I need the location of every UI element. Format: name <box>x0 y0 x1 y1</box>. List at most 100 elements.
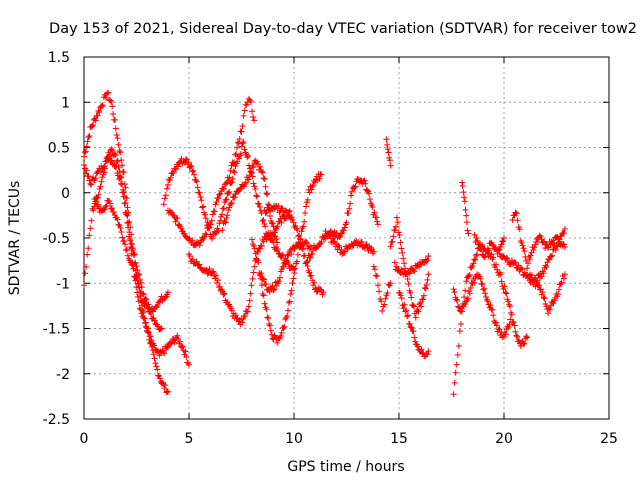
data-point <box>526 256 533 263</box>
data-point <box>463 298 470 305</box>
data-point <box>217 190 224 197</box>
data-point <box>249 108 255 115</box>
data-point <box>160 201 167 208</box>
data-point <box>250 114 257 121</box>
data-point <box>152 360 159 367</box>
data-point <box>451 379 458 386</box>
data-point <box>513 332 520 339</box>
data-point <box>252 186 259 193</box>
data-point <box>561 225 568 232</box>
data-point <box>124 212 131 219</box>
data-point <box>304 196 311 203</box>
data-point <box>482 290 489 297</box>
data-point <box>281 212 288 219</box>
data-point <box>283 257 290 264</box>
data-point <box>457 321 464 328</box>
data-point <box>516 337 522 344</box>
data-point <box>223 196 230 203</box>
data-point <box>243 101 250 108</box>
y-tick-label: -1.5 <box>43 322 70 338</box>
data-point <box>259 169 266 176</box>
data-point <box>135 272 142 279</box>
data-point <box>553 243 560 250</box>
data-point <box>228 179 235 186</box>
data-point <box>552 247 559 254</box>
data-point <box>456 304 462 311</box>
axis-ticks: 0 5 10 15 20 25 1.5 1 0.5 0 -0.5 -1 -1.5 -2 -2.5 <box>43 50 618 447</box>
data-point <box>387 162 394 169</box>
data-point <box>138 284 145 291</box>
series-track-11 <box>261 202 327 298</box>
data-point <box>378 298 385 305</box>
data-point <box>289 280 296 287</box>
data-point <box>455 342 462 349</box>
data-point <box>289 217 296 224</box>
y-tick-label: -1 <box>56 276 70 292</box>
data-point <box>420 292 427 299</box>
data-point <box>502 289 509 296</box>
x-tick-label: 20 <box>495 431 513 447</box>
data-point <box>192 177 199 184</box>
data-point <box>151 317 158 324</box>
data-point <box>269 220 276 227</box>
data-point <box>249 236 255 243</box>
data-point <box>98 178 105 185</box>
data-point <box>414 343 421 350</box>
data-point <box>202 215 209 222</box>
data-point <box>546 306 553 313</box>
data-point <box>265 201 272 208</box>
data-point <box>300 253 307 260</box>
data-point <box>244 154 251 161</box>
data-point <box>362 180 369 187</box>
data-point <box>335 242 342 249</box>
data-point <box>500 332 507 339</box>
data-point <box>189 237 196 244</box>
data-point <box>296 232 303 239</box>
data-point <box>84 138 91 145</box>
data-point <box>245 95 252 102</box>
data-point <box>172 218 179 225</box>
data-point <box>530 277 537 284</box>
data-point <box>346 205 353 212</box>
data-point <box>264 191 271 198</box>
data-point <box>402 265 408 272</box>
data-point <box>404 313 411 320</box>
data-point <box>299 246 306 253</box>
data-point <box>224 212 231 219</box>
data-point <box>320 289 327 296</box>
data-point <box>186 361 192 368</box>
data-point <box>541 295 548 302</box>
data-point <box>410 302 417 309</box>
data-point <box>506 321 513 328</box>
data-point <box>489 241 496 248</box>
data-point <box>348 188 355 195</box>
data-point <box>520 245 527 252</box>
data-point <box>203 266 210 273</box>
data-point <box>463 212 470 219</box>
data-point <box>498 241 505 248</box>
data-point <box>94 169 101 176</box>
data-point <box>247 168 254 175</box>
data-point <box>111 116 118 123</box>
data-point <box>200 236 207 243</box>
data-point <box>206 265 213 272</box>
data-point <box>165 289 171 296</box>
data-point <box>547 302 554 309</box>
data-point <box>221 218 228 225</box>
data-point <box>548 253 555 260</box>
data-point <box>298 245 305 252</box>
data-point <box>370 248 377 255</box>
data-point <box>137 306 144 313</box>
data-point <box>189 256 196 263</box>
data-point <box>371 209 378 216</box>
data-point <box>84 251 91 258</box>
data-point <box>492 319 499 326</box>
data-point <box>410 267 417 274</box>
data-point <box>81 162 87 169</box>
data-point <box>477 275 484 282</box>
data-point <box>246 297 253 304</box>
data-point <box>490 254 497 261</box>
y-tick-label: 1.5 <box>48 50 70 66</box>
data-point <box>270 287 277 294</box>
data-point <box>185 159 192 166</box>
